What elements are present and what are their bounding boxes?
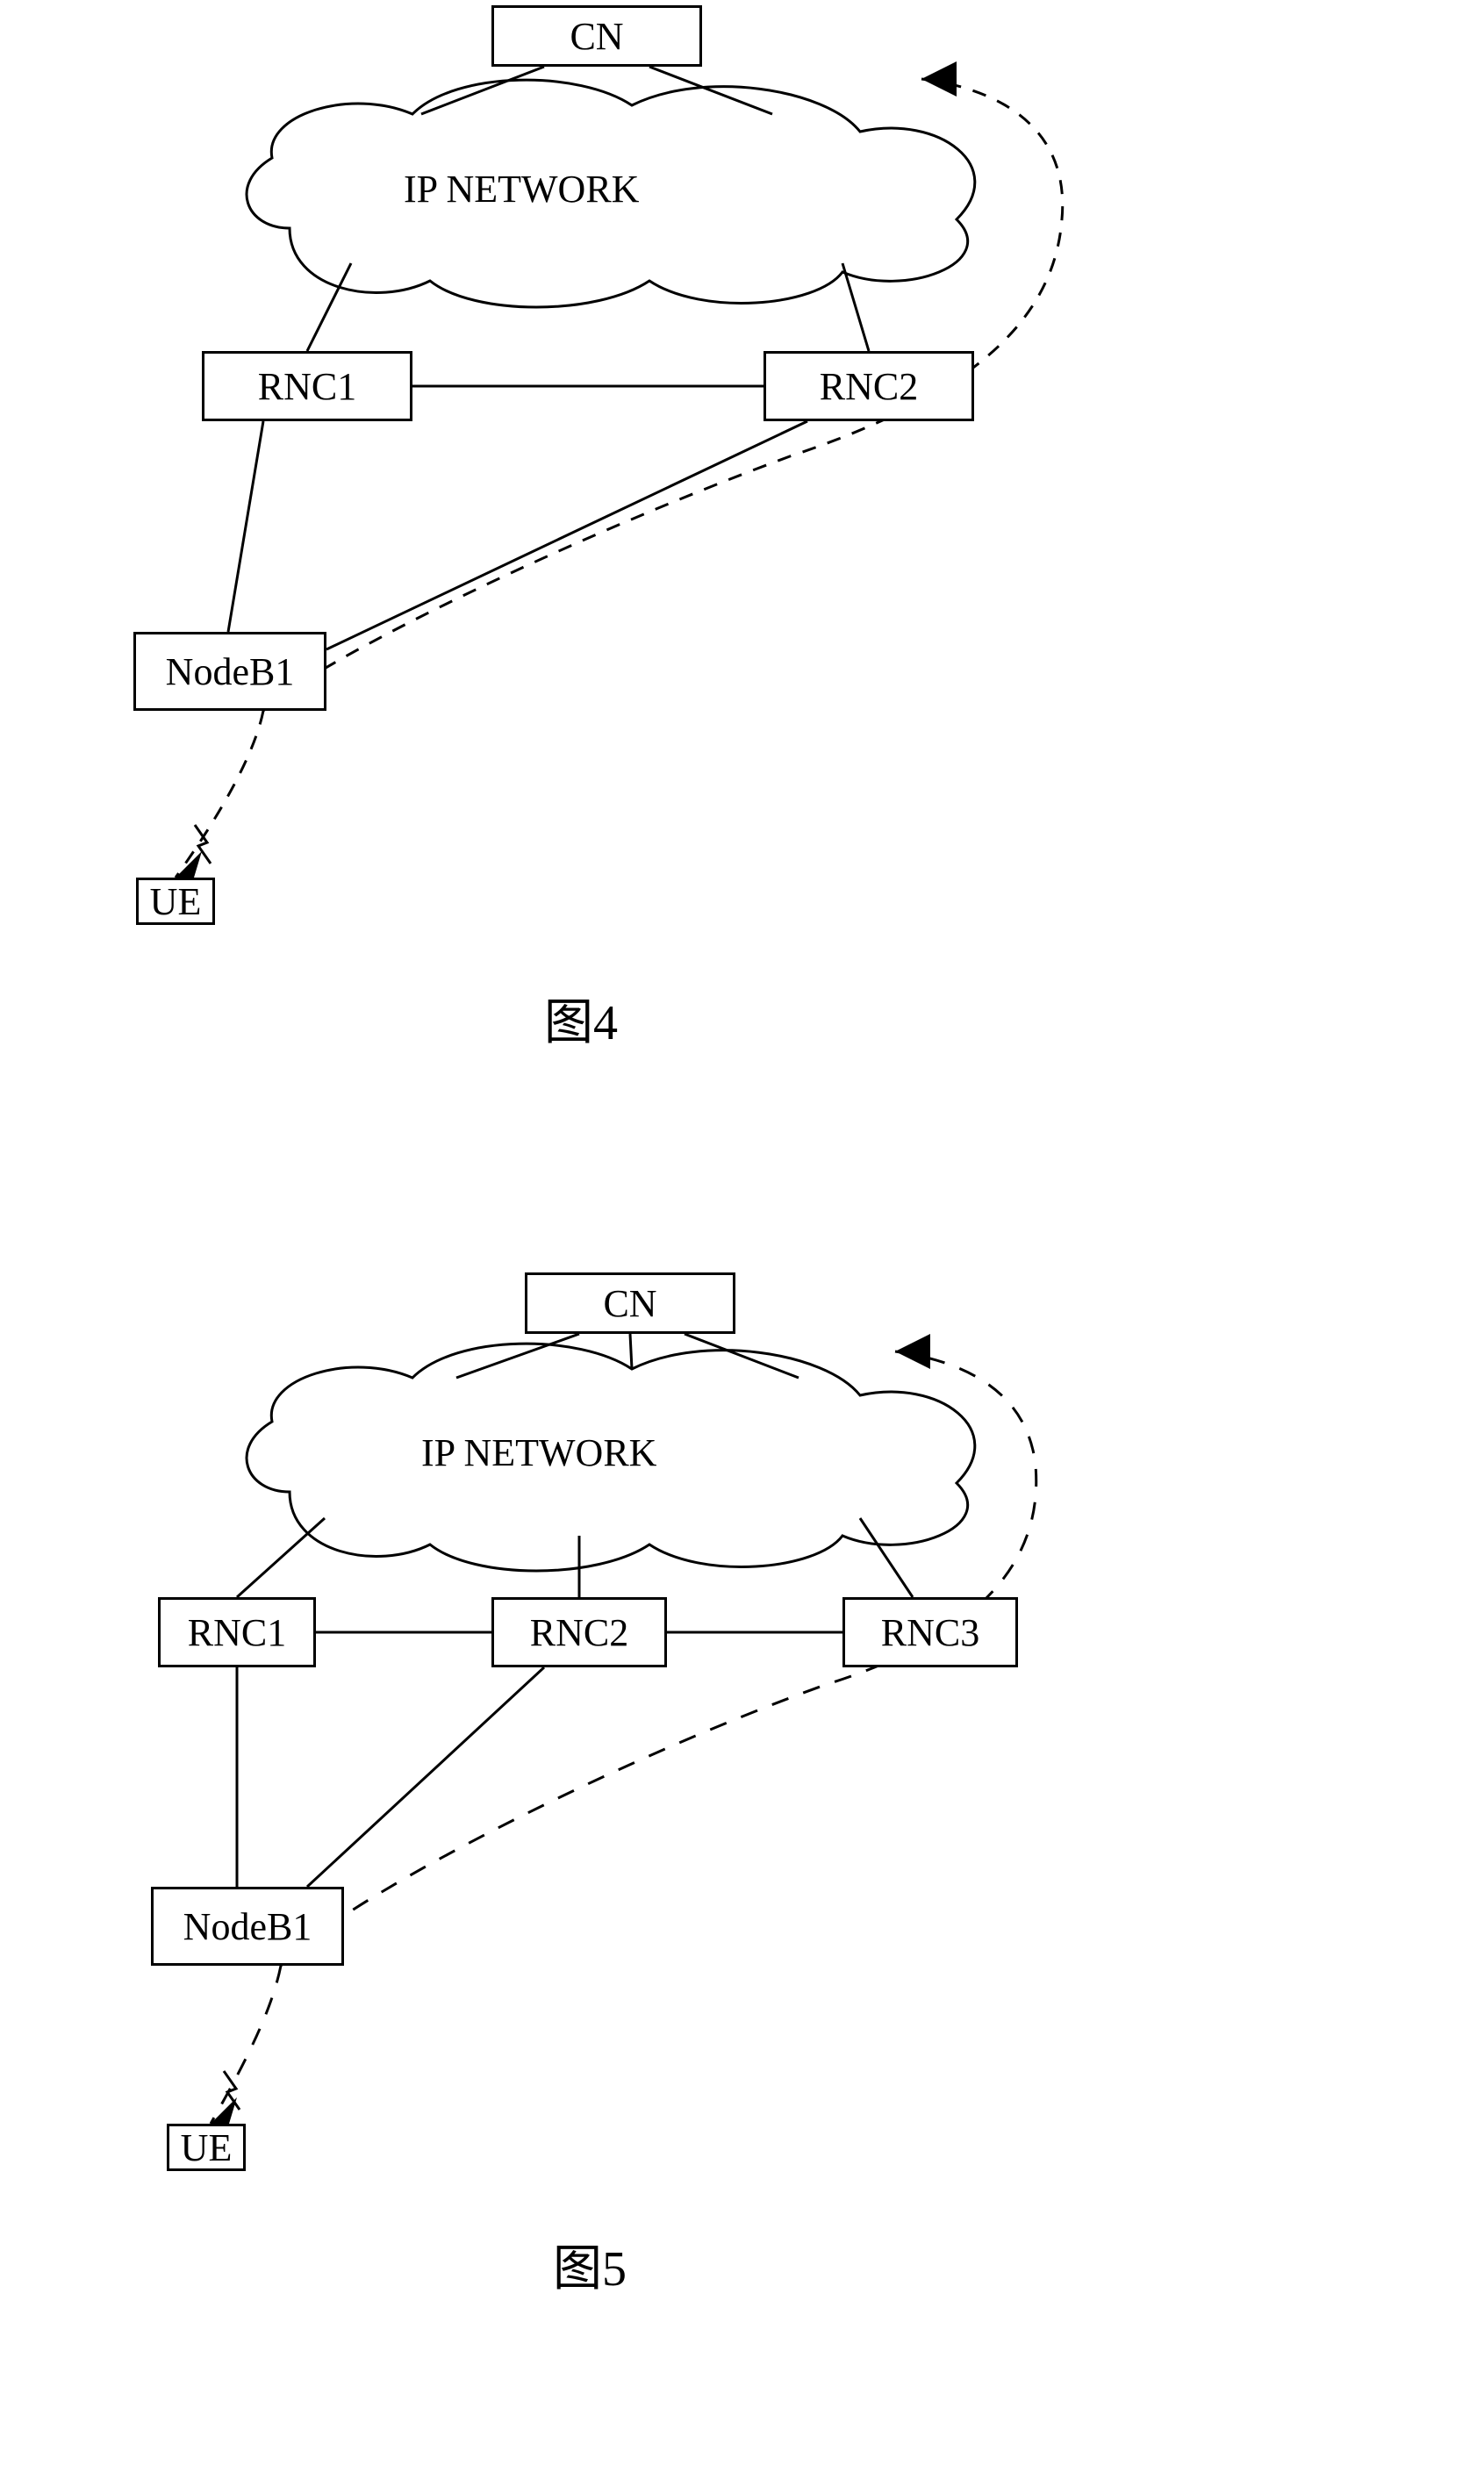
- fig5-caption: 图5: [553, 2229, 627, 2300]
- rnc1-box: RNC1: [158, 1597, 316, 1667]
- rnc2-label: RNC2: [530, 1610, 628, 1655]
- rnc1-label: RNC1: [258, 364, 356, 409]
- rnc2-box: RNC2: [491, 1597, 667, 1667]
- fig5-svg: [0, 1272, 1484, 2413]
- fig4-caption: 图4: [544, 983, 618, 1054]
- rnc2-box: RNC2: [764, 351, 974, 421]
- ip-network-label: IP NETWORK: [404, 167, 639, 211]
- rnc2-label: RNC2: [820, 364, 918, 409]
- nodeb1-label: NodeB1: [183, 1904, 312, 1949]
- nodeb1-box: NodeB1: [133, 632, 326, 711]
- rnc3-label: RNC3: [881, 1610, 979, 1655]
- ip-network-label: IP NETWORK: [421, 1430, 656, 1475]
- figure-5: CN IP NETWORK RNC1 RNC2 RNC3 NodeB1 UE 图…: [0, 1272, 1484, 2413]
- ue-box: UE: [167, 2124, 246, 2171]
- fig4-svg: [0, 0, 1484, 1141]
- rnc1-label: RNC1: [188, 1610, 286, 1655]
- cn-box: CN: [491, 5, 702, 67]
- cn-label: CN: [603, 1281, 656, 1326]
- nodeb1-label: NodeB1: [166, 649, 295, 694]
- figure-4: CN IP NETWORK RNC1 RNC2 NodeB1 UE 图4: [0, 0, 1484, 1141]
- wireless-icon: [195, 825, 211, 864]
- ue-label: UE: [150, 879, 202, 924]
- ue-label: UE: [181, 2125, 233, 2170]
- cn-box: CN: [525, 1272, 735, 1334]
- ue-box: UE: [136, 878, 215, 925]
- cn-label: CN: [570, 14, 623, 59]
- wireless-icon: [224, 2071, 240, 2110]
- nodeb1-box: NodeB1: [151, 1887, 344, 1966]
- rnc3-box: RNC3: [842, 1597, 1018, 1667]
- rnc1-box: RNC1: [202, 351, 412, 421]
